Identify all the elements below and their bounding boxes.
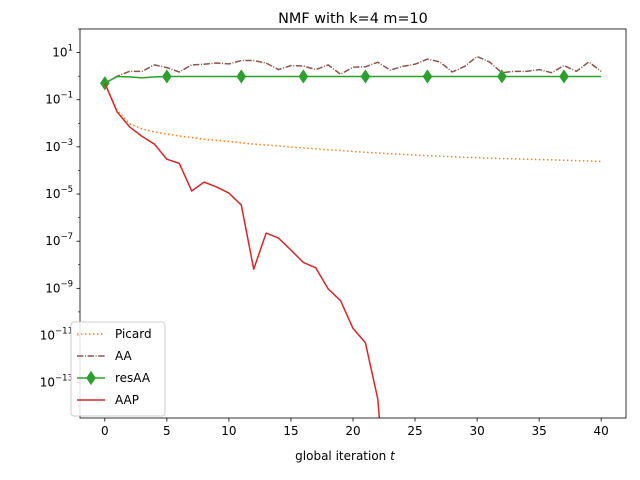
y-tick-base: 10	[40, 376, 55, 390]
x-axis-ticks: 0 5 10 15 20 25 30 35 40	[101, 418, 609, 438]
y-tick-exponent: −13	[55, 374, 73, 384]
x-tick-label: 0	[101, 424, 109, 438]
legend-item-aa: AA	[77, 349, 133, 363]
series-line-aa	[104, 55, 602, 84]
y-tick-exponent: 1	[68, 44, 73, 54]
y-tick-label: 10−13	[40, 374, 73, 390]
y-tick-label: 10−3	[45, 138, 73, 154]
y-tick-base: 10	[52, 46, 67, 60]
x-tick-label: 40	[594, 424, 609, 438]
y-tick-label: 10−7	[45, 232, 73, 248]
x-tick-label: 20	[345, 424, 360, 438]
series-aa	[104, 55, 602, 84]
y-tick-exponent: −9	[60, 279, 73, 289]
legend-label: AA	[115, 349, 133, 363]
legend-item-aap: AAP	[77, 393, 139, 407]
series-line-aap	[104, 82, 381, 418]
legend: Picard AA resAA AAP	[70, 321, 166, 417]
chart-title: NMF with k=4 m=10	[278, 11, 428, 27]
x-tick-label: 35	[531, 424, 546, 438]
y-tick-base: 10	[45, 93, 60, 107]
x-axis-label: global iteration t	[295, 449, 396, 463]
data-point-marker	[559, 69, 569, 84]
legend-label: resAA	[115, 371, 151, 385]
y-tick-base: 10	[45, 234, 60, 248]
legend-item-resaa: resAA	[77, 370, 151, 386]
x-axis-label-variable: t	[390, 449, 396, 463]
series-layer	[100, 55, 602, 418]
y-tick-exponent: −7	[60, 232, 73, 242]
data-point-marker	[497, 69, 507, 84]
y-tick-base: 10	[45, 187, 60, 201]
legend-box	[70, 321, 166, 417]
data-point-marker	[86, 370, 96, 386]
y-tick-base: 10	[40, 328, 55, 342]
series-aap	[104, 82, 381, 418]
data-point-marker	[162, 69, 172, 84]
y-tick-label: 10−9	[45, 279, 73, 295]
data-point-marker	[298, 69, 309, 84]
y-tick-exponent: −11	[55, 326, 73, 336]
y-tick-exponent: −5	[60, 185, 73, 195]
legend-label: AAP	[115, 393, 139, 407]
x-tick-label: 30	[469, 424, 484, 438]
legend-item-picard: Picard	[77, 327, 152, 341]
y-tick-label: 10−5	[45, 185, 73, 201]
x-tick-label: 15	[283, 424, 298, 438]
y-tick-label: 10−11	[40, 326, 73, 342]
y-tick-exponent: −1	[60, 91, 73, 101]
y-tick-base: 10	[45, 140, 60, 154]
data-point-marker	[360, 69, 371, 84]
y-tick-label: 101	[52, 44, 73, 60]
series-line-resaa	[104, 75, 602, 84]
x-tick-label: 5	[163, 424, 171, 438]
data-point-marker	[422, 69, 433, 84]
x-tick-label: 25	[407, 424, 422, 438]
x-axis-label-text: global iteration	[295, 449, 390, 463]
y-tick-base: 10	[45, 281, 60, 295]
y-tick-label: 10−1	[45, 91, 73, 107]
data-point-marker	[236, 69, 247, 84]
y-tick-exponent: −3	[60, 138, 73, 148]
legend-label: Picard	[115, 327, 152, 341]
x-tick-label: 10	[221, 424, 236, 438]
